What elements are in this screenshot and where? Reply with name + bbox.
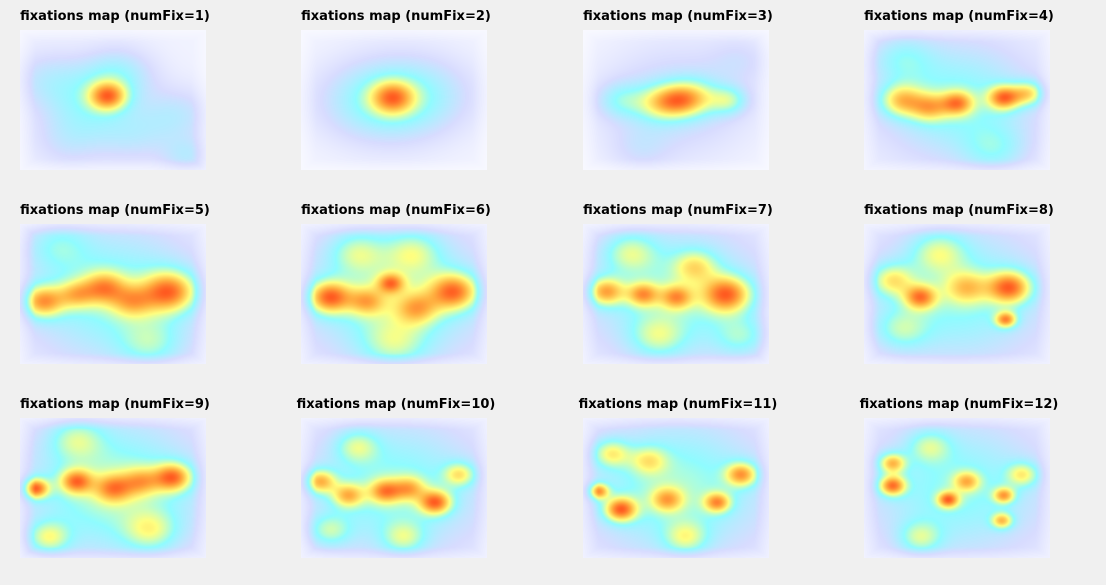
panel-title: fixations map (numFix=1)	[20, 9, 210, 24]
panel-title: fixations map (numFix=8)	[864, 203, 1054, 218]
fixation-heatmap	[301, 418, 487, 558]
heatmap-panel: fixations map (numFix=11)	[563, 397, 793, 567]
heatmap-panel: fixations map (numFix=8)	[844, 203, 1074, 373]
fixation-heatmap	[583, 224, 769, 364]
fixation-heatmap	[301, 224, 487, 364]
heatmap-panel: fixations map (numFix=2)	[281, 9, 511, 179]
panel-title: fixations map (numFix=9)	[20, 397, 210, 412]
heatmap-panel: fixations map (numFix=5)	[0, 203, 230, 373]
heatmap-panel: fixations map (numFix=6)	[281, 203, 511, 373]
fixation-heatmap	[864, 418, 1050, 558]
panel-title: fixations map (numFix=2)	[301, 9, 491, 24]
fixation-heatmap	[20, 418, 206, 558]
fixation-heatmap	[864, 224, 1050, 364]
panel-title: fixations map (numFix=3)	[583, 9, 773, 24]
panel-title: fixations map (numFix=4)	[864, 9, 1054, 24]
heatmap-panel: fixations map (numFix=4)	[844, 9, 1074, 179]
panel-title: fixations map (numFix=12)	[859, 397, 1059, 412]
panel-title: fixations map (numFix=5)	[20, 203, 210, 218]
fixation-heatmap	[301, 30, 487, 170]
heatmap-panel: fixations map (numFix=9)	[0, 397, 230, 567]
fixation-heatmap	[583, 418, 769, 558]
heatmap-panel: fixations map (numFix=12)	[844, 397, 1074, 567]
heatmap-panel: fixations map (numFix=7)	[563, 203, 793, 373]
panel-title: fixations map (numFix=11)	[578, 397, 778, 412]
heatmap-panel: fixations map (numFix=1)	[0, 9, 230, 179]
heatmap-panel: fixations map (numFix=10)	[281, 397, 511, 567]
panel-title: fixations map (numFix=7)	[583, 203, 773, 218]
fixation-heatmap	[864, 30, 1050, 170]
panel-title: fixations map (numFix=10)	[296, 397, 496, 412]
fixation-heatmap	[20, 30, 206, 170]
heatmap-panel: fixations map (numFix=3)	[563, 9, 793, 179]
fixation-heatmap	[20, 224, 206, 364]
fixation-heatmap	[583, 30, 769, 170]
panel-title: fixations map (numFix=6)	[301, 203, 491, 218]
